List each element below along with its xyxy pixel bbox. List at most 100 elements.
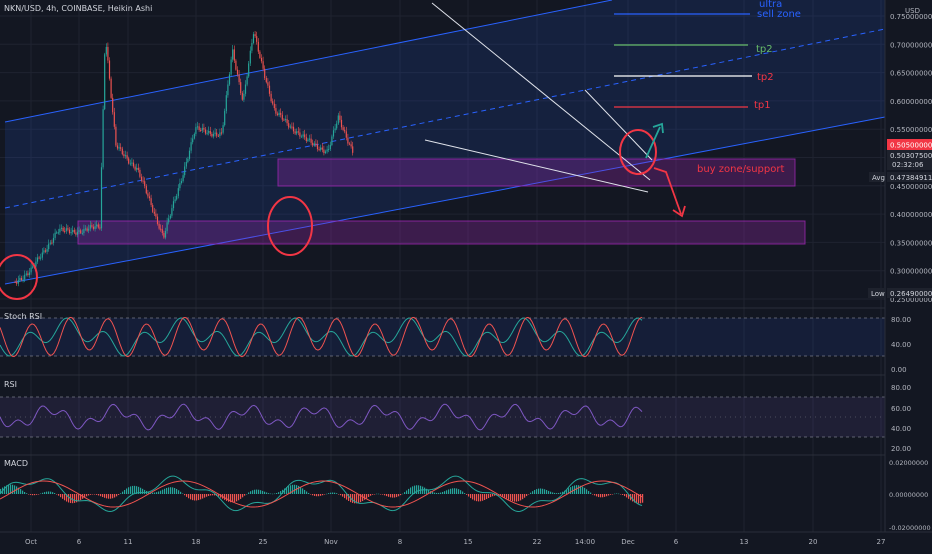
stoch-d-line[interactable] [0, 316, 643, 358]
time-tick: 18 [192, 538, 201, 546]
macd-bar [212, 494, 214, 496]
macd-bar [318, 494, 320, 497]
circle-marker-oct[interactable] [0, 254, 38, 300]
macd-bar [258, 489, 260, 494]
macd-bar [100, 494, 102, 497]
candle-body [304, 134, 306, 138]
candle-body [345, 131, 347, 138]
channel-upper-line[interactable] [4, 0, 613, 123]
macd-bar [50, 491, 52, 494]
symbol-label[interactable]: NKN/USD, 4h, COINBASE, Heikin Ashi [4, 4, 152, 13]
candle-body [161, 229, 163, 234]
candle-body [118, 147, 120, 149]
hand-markers [0, 122, 686, 300]
rsi-tick: 20.00 [891, 445, 911, 453]
wedge2-top-line[interactable] [584, 89, 653, 161]
macd-bar [214, 494, 216, 496]
macd-bar [394, 494, 396, 498]
candle-body [176, 195, 178, 200]
channel [4, 0, 886, 285]
macd-bar [140, 487, 142, 494]
target-lines [614, 13, 752, 108]
candle-body [144, 181, 146, 186]
macd-bar [460, 490, 462, 494]
buy-zone-rect[interactable] [277, 158, 796, 187]
macd-bar [478, 494, 480, 502]
macd-bar [18, 487, 20, 494]
time-tick: Dec [621, 538, 635, 546]
candle-body [308, 138, 311, 140]
candle-body [248, 63, 250, 77]
candle-body [200, 129, 202, 131]
candle-body [100, 167, 103, 229]
candle-body [27, 273, 29, 276]
candle-body [171, 208, 173, 216]
macd-bar [116, 494, 118, 497]
macd-bar [74, 494, 76, 503]
time-axis-ticks[interactable]: Oct 6 11 18 25 Nov 8 15 22 14:00 Dec 6 13 20 27 [25, 538, 886, 546]
candle-body [124, 155, 127, 157]
macd-bar [626, 494, 628, 498]
candle-body [168, 218, 170, 223]
macd-bar [106, 494, 108, 499]
macd-bar [162, 489, 164, 494]
circle-marker-oct26[interactable] [267, 196, 313, 256]
channel-mid-line[interactable] [4, 28, 886, 209]
candle-body [225, 95, 227, 111]
price-axis-ticks[interactable]: 0.75000000 0.70000000 0.65000000 0.60000000… [890, 13, 932, 304]
macd-bar [12, 484, 14, 494]
candle-body [78, 230, 80, 232]
macd-bar [256, 489, 258, 494]
rsi-pane: RSI [0, 374, 885, 438]
macd-bar [178, 490, 180, 494]
macd-bar [534, 489, 536, 494]
macd-bar [64, 494, 66, 501]
macd-bar [310, 494, 312, 495]
macd-bar [582, 486, 584, 494]
macd-bar [184, 494, 186, 496]
candle-body [97, 224, 99, 228]
macd-bar [618, 493, 620, 495]
macd-bar [320, 494, 322, 496]
time-tick: 14:00 [575, 538, 595, 546]
macd-bar [566, 489, 568, 494]
macd-signal-line[interactable] [0, 480, 643, 508]
macd-bar [192, 494, 194, 501]
avg-text: 0.47384911 [890, 174, 932, 182]
macd-bar [44, 492, 46, 494]
rsi-tick: 40.00 [891, 425, 911, 433]
macd-bar [620, 494, 622, 495]
candle-body [75, 232, 77, 235]
countdown-text: 02:32:06 [892, 161, 924, 169]
candle-body [198, 126, 200, 130]
candle-body [236, 69, 239, 75]
channel-lower-line[interactable] [4, 116, 886, 285]
macd-bar [168, 487, 170, 494]
circle-marker-dec[interactable] [619, 129, 657, 175]
macd-bar [94, 494, 96, 495]
macd-bar [36, 494, 38, 495]
candle-body [72, 229, 74, 233]
macd-bar [32, 494, 34, 496]
lower-support-rect[interactable] [77, 220, 806, 245]
candle-body [188, 150, 191, 159]
candle-body [24, 274, 26, 280]
candle-body [57, 232, 59, 234]
candle-body [164, 230, 167, 238]
macd-bar [546, 490, 548, 494]
macd-bar [240, 494, 242, 499]
macd-bar [60, 494, 62, 498]
candle-body [184, 166, 186, 176]
stoch-k-line[interactable] [0, 317, 643, 357]
rsi-line[interactable] [0, 403, 643, 431]
macd-line[interactable] [0, 475, 643, 513]
wedge-top-line[interactable] [431, 2, 651, 181]
macd-bar [334, 492, 336, 494]
time-tick: 20 [809, 538, 818, 546]
candle-body [22, 279, 24, 281]
wedge-bottom-line[interactable] [424, 139, 649, 193]
candle-body [211, 133, 213, 137]
macd-bar [368, 494, 370, 497]
macd-bar [196, 494, 198, 501]
